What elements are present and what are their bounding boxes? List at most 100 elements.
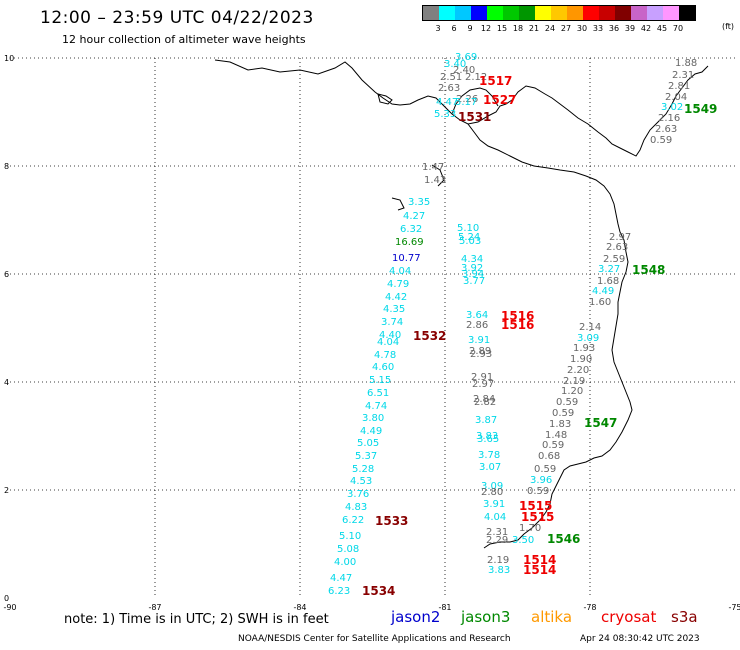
legend-label: 70: [672, 24, 684, 33]
x-tick-label: -87: [148, 603, 161, 612]
legend-swatch: [631, 6, 647, 20]
wave-height-value: 0.59: [527, 486, 549, 497]
wave-height-value: 5.15: [369, 375, 391, 386]
legend-label: 39: [624, 24, 636, 33]
wave-height-value: 4.47: [330, 573, 352, 584]
wave-height-value: 4.00: [334, 557, 356, 568]
track-id-label: 1517: [479, 74, 512, 88]
legend-label: 6: [451, 24, 457, 33]
legend-swatch: [503, 6, 519, 20]
coastline-upper-bay: [451, 87, 499, 115]
wave-height-value: 3.65: [477, 434, 499, 445]
wave-height-value: 2.40: [453, 65, 475, 76]
y-tick-label: 10: [4, 54, 14, 63]
wave-height-value: 3.35: [408, 197, 430, 208]
wave-height-value: 3.27: [598, 264, 620, 275]
legend-swatch: [663, 6, 679, 20]
wave-height-value: 3.91: [483, 499, 505, 510]
axis-ticks: -90 -87 -84 -81 -78 -75 0 2 4 6 8 10: [3, 54, 740, 612]
wave-height-value: 5.10: [339, 531, 361, 542]
wave-height-value: 4.40: [379, 330, 401, 341]
track-id-label: 1516: [501, 318, 534, 332]
wave-height-value: 16.69: [395, 237, 424, 248]
y-tick-label: 2: [4, 486, 9, 495]
wave-height-value: 3.77: [463, 276, 485, 287]
wave-height-value: 3.09: [481, 481, 503, 492]
legend-label: 42: [640, 24, 652, 33]
coastline-inner-mark-1: [431, 164, 445, 187]
y-tick-label: 4: [4, 378, 9, 387]
legend-label: 15: [496, 24, 508, 33]
y-tick-label: 6: [4, 270, 9, 279]
legend-swatch: [679, 6, 695, 20]
wave-height-value: 4.47: [436, 97, 458, 108]
wave-height-value: 4.79: [387, 279, 409, 290]
legend-label: 21: [528, 24, 540, 33]
wave-height-value: 0.59: [542, 440, 564, 451]
wave-height-value: 5.28: [352, 464, 374, 475]
wave-height-value: 2.19: [487, 555, 509, 566]
legend-label: 12: [480, 24, 492, 33]
wave-height-value: 0.59: [650, 135, 672, 146]
track-id-label: 1549: [684, 102, 717, 116]
page-title: 12:00 – 23:59 UTC 04/22/2023: [40, 8, 314, 28]
track-id-label: 1516: [501, 309, 534, 323]
wave-height-value: 4.49: [360, 426, 382, 437]
wave-height-value: 1.47: [422, 162, 444, 173]
legend-swatch: [567, 6, 583, 20]
wave-height-value: 1.93: [573, 343, 595, 354]
satellite-altika: altika: [531, 608, 573, 626]
wave-height-value: 3.78: [478, 450, 500, 461]
wave-height-value: 5.10: [457, 223, 479, 234]
wave-height-value: 4.74: [365, 401, 387, 412]
coastline-island-west: [377, 93, 393, 105]
wave-height-value: 3.64: [466, 310, 488, 321]
track-id-label: 1532: [413, 329, 446, 343]
coastline-north-gulf: [214, 59, 513, 125]
x-tick-label: -75: [728, 603, 740, 612]
legend-swatch: [439, 6, 455, 20]
wave-height-value: 0.59: [534, 464, 556, 475]
wave-height-value: 2.89: [469, 346, 491, 357]
satellite-jason2: jason2: [391, 608, 441, 626]
wave-height-value: 2.63: [606, 242, 628, 253]
legend-label: 45: [656, 24, 668, 33]
wave-height-value: 2.86: [466, 320, 488, 331]
satellite-s3a: s3a: [671, 608, 698, 626]
track-id-label: 1514: [523, 553, 556, 567]
wave-height-value: 2.31: [672, 70, 694, 81]
credit-line: NOAA/NESDIS Center for Satellite Applica…: [238, 634, 511, 644]
wave-height-labels: 3.693.402.402.51 2.122.632.264.475.175.33…: [328, 52, 697, 597]
track-id-label: 1547: [584, 416, 617, 430]
wave-height-value: 5.05: [357, 438, 379, 449]
coastline-lower-bay: [467, 123, 633, 549]
wave-height-value: 2.82: [474, 397, 496, 408]
wave-height-value: 2.20: [567, 365, 589, 376]
legend-swatch: [455, 6, 471, 20]
wave-height-value: 3.83: [488, 565, 510, 576]
wave-height-value: 2.81: [668, 81, 690, 92]
legend-unit: (ft): [722, 22, 735, 31]
wave-height-value: 3.09: [577, 333, 599, 344]
wave-height-value: 3.07: [479, 462, 501, 473]
track-id-label: 1548: [632, 263, 665, 277]
wave-height-value: 2.14: [579, 322, 601, 333]
wave-height-value: 2.29: [486, 535, 508, 546]
wave-height-value: 3.94: [462, 269, 484, 280]
wave-height-value: 3.83: [476, 431, 498, 442]
y-tick-label: 0: [4, 594, 9, 603]
wave-height-value: 3.74: [381, 317, 403, 328]
x-tick-label: -81: [438, 603, 451, 612]
legend-label: 30: [576, 24, 588, 33]
generation-timestamp: Apr 24 08:30:42 UTC 2023: [580, 634, 700, 644]
wave-height-value: 4.42: [385, 292, 407, 303]
wave-height-value: 1.88: [675, 58, 697, 69]
x-tick-label: -78: [583, 603, 596, 612]
wave-height-value: 1.20: [561, 386, 583, 397]
wave-height-value: 3.76: [347, 489, 369, 500]
wave-height-value: 2.97: [472, 379, 494, 390]
wave-height-value: 3.87: [475, 415, 497, 426]
coastline-east: [511, 65, 709, 157]
wave-height-value: 2.59: [603, 254, 625, 265]
